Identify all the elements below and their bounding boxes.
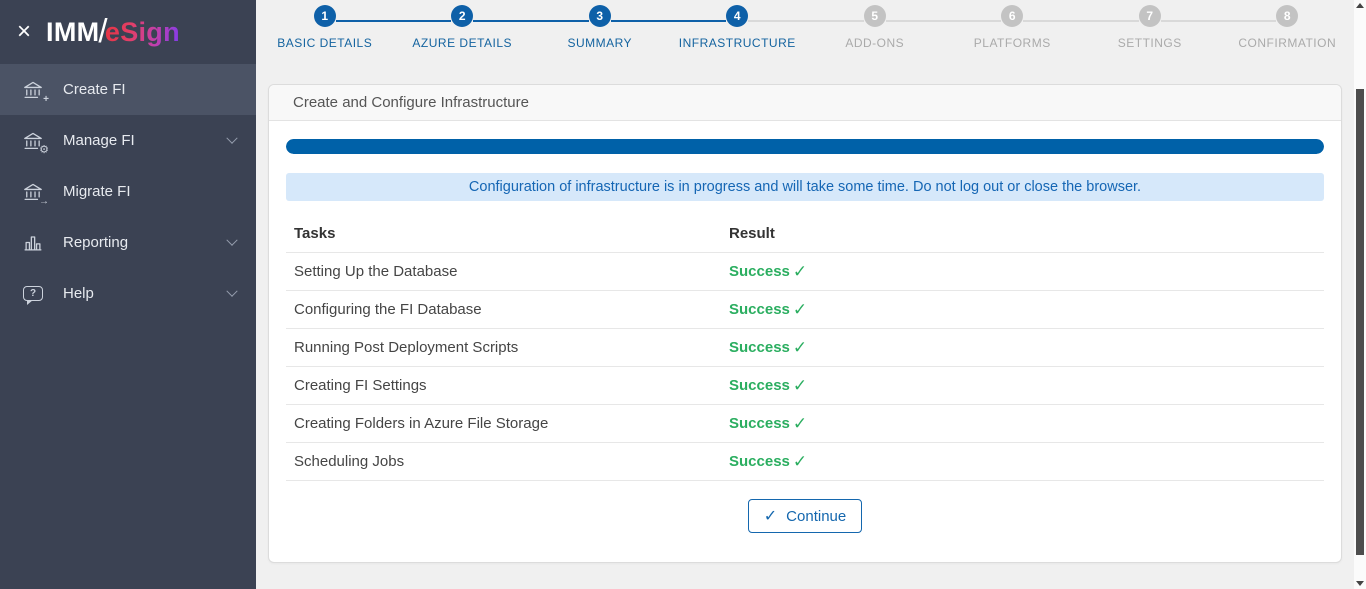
result-column-header: Result xyxy=(729,225,775,242)
card-body: Configuration of infrastructure is in pr… xyxy=(269,121,1341,533)
step-number: 3 xyxy=(588,5,611,27)
table-row: Configuring the FI Database Success ✓ xyxy=(286,291,1324,329)
table-row: Running Post Deployment Scripts Success ✓ xyxy=(286,329,1324,367)
help-bubble-icon: ? xyxy=(21,282,45,306)
sidebar: × IMM / eSign + Create FI ⚙ Manage FI xyxy=(0,0,256,589)
step-label: CONFIRMATION xyxy=(1238,36,1337,50)
scrollbar-thumb[interactable] xyxy=(1356,89,1364,555)
bank-gear-icon: ⚙ xyxy=(21,129,49,155)
result-status: Success xyxy=(729,415,790,432)
sidebar-item-manage-fi[interactable]: ⚙ Manage FI xyxy=(0,115,256,166)
tasks-table: Tasks Result Setting Up the Database Suc… xyxy=(286,215,1324,481)
check-icon: ✓ xyxy=(763,508,778,525)
sidebar-item-create-fi[interactable]: + Create FI xyxy=(0,64,256,115)
tasks-column-header: Tasks xyxy=(294,225,336,242)
infrastructure-card: Create and Configure Infrastructure Conf… xyxy=(268,84,1342,563)
logo-esign: eSign xyxy=(104,16,180,47)
progress-bar xyxy=(286,139,1324,154)
vertical-scrollbar xyxy=(1354,0,1366,589)
check-icon: ✓ xyxy=(792,299,808,319)
sidebar-item-label: Manage FI xyxy=(63,132,135,149)
step-label: BASIC DETAILS xyxy=(277,36,373,50)
table-header-row: Tasks Result xyxy=(286,215,1324,253)
step-number: 6 xyxy=(1001,5,1024,27)
main-area: 1 BASIC DETAILS 2 AZURE DETAILS 3 SUMMAR… xyxy=(256,0,1366,589)
bank-arrow-icon: → xyxy=(21,180,49,206)
card-title: Create and Configure Infrastructure xyxy=(269,85,1341,121)
step-basic-details[interactable]: 1 BASIC DETAILS xyxy=(256,5,394,78)
step-label: PLATFORMS xyxy=(973,36,1051,50)
result-status: Success xyxy=(729,377,790,394)
close-menu-icon[interactable]: × xyxy=(17,18,32,45)
question-mark-icon: ? xyxy=(23,286,43,305)
result-status: Success xyxy=(729,301,790,318)
table-row: Creating Folders in Azure File Storage S… xyxy=(286,405,1324,443)
check-icon: ✓ xyxy=(792,451,808,471)
sidebar-item-label: Help xyxy=(63,285,94,302)
step-number: 1 xyxy=(313,5,336,27)
step-settings[interactable]: 7 SETTINGS xyxy=(1081,5,1219,78)
check-icon: ✓ xyxy=(792,261,808,281)
chevron-down-icon xyxy=(226,234,238,246)
scroll-up-arrow-icon[interactable] xyxy=(1356,3,1364,8)
step-number: 2 xyxy=(451,5,474,27)
sidebar-item-migrate-fi[interactable]: → Migrate FI xyxy=(0,166,256,217)
step-label: AZURE DETAILS xyxy=(412,36,513,50)
step-infrastructure[interactable]: 4 INFRASTRUCTURE xyxy=(668,5,806,78)
check-icon: ✓ xyxy=(792,337,808,357)
step-label: SUMMARY xyxy=(567,36,633,50)
sidebar-item-label: Migrate FI xyxy=(63,183,131,200)
chevron-down-icon xyxy=(226,285,238,297)
result-status: Success xyxy=(729,263,790,280)
sidebar-item-help[interactable]: ? Help xyxy=(0,268,256,319)
sidebar-item-reporting[interactable]: Reporting xyxy=(0,217,256,268)
check-icon: ✓ xyxy=(792,375,808,395)
step-label: INFRASTRUCTURE xyxy=(678,36,796,50)
bank-plus-icon: + xyxy=(21,78,49,104)
continue-button[interactable]: ✓ Continue xyxy=(747,499,863,533)
chevron-down-icon xyxy=(226,132,238,144)
step-confirmation[interactable]: 8 CONFIRMATION xyxy=(1218,5,1357,78)
step-label: ADD-ONS xyxy=(845,36,905,50)
task-name: Creating Folders in Azure File Storage xyxy=(294,415,549,432)
gear-badge-icon: ⚙ xyxy=(39,143,49,156)
sidebar-nav: + Create FI ⚙ Manage FI → Migrate FI xyxy=(0,64,256,319)
table-row: Creating FI Settings Success ✓ xyxy=(286,367,1324,405)
button-row: ✓ Continue xyxy=(286,499,1324,533)
table-row: Scheduling Jobs Success ✓ xyxy=(286,443,1324,481)
logo-imm: IMM xyxy=(46,16,100,47)
task-name: Setting Up the Database xyxy=(294,263,458,280)
check-icon: ✓ xyxy=(792,413,808,433)
step-number: 5 xyxy=(863,5,886,27)
step-add-ons[interactable]: 5 ADD-ONS xyxy=(806,5,944,78)
step-summary[interactable]: 3 SUMMARY xyxy=(531,5,669,78)
progress-bar-fill xyxy=(286,139,1324,154)
task-name: Configuring the FI Database xyxy=(294,301,482,318)
step-azure-details[interactable]: 2 AZURE DETAILS xyxy=(393,5,531,78)
sidebar-item-label: Reporting xyxy=(63,234,129,251)
app-logo: IMM / eSign xyxy=(46,12,180,51)
logo-bar: × IMM / eSign xyxy=(0,0,256,64)
logo-slash: / xyxy=(98,12,108,49)
task-name: Running Post Deployment Scripts xyxy=(294,339,519,356)
step-number: 4 xyxy=(726,5,749,27)
scroll-down-arrow-icon[interactable] xyxy=(1356,581,1364,586)
table-row: Setting Up the Database Success ✓ xyxy=(286,253,1324,291)
result-status: Success xyxy=(729,339,790,356)
step-number: 8 xyxy=(1276,5,1299,27)
step-platforms[interactable]: 6 PLATFORMS xyxy=(943,5,1081,78)
continue-button-label: Continue xyxy=(786,507,847,525)
wizard-stepper: 1 BASIC DETAILS 2 AZURE DETAILS 3 SUMMAR… xyxy=(256,0,1356,78)
bar-chart-icon xyxy=(21,231,45,255)
step-label: SETTINGS xyxy=(1117,36,1182,50)
arrow-badge-icon: → xyxy=(39,195,49,207)
task-name: Creating FI Settings xyxy=(294,377,427,394)
step-number: 7 xyxy=(1138,5,1161,27)
sidebar-item-label: Create FI xyxy=(63,81,126,98)
plus-badge-icon: + xyxy=(43,93,49,105)
info-alert: Configuration of infrastructure is in pr… xyxy=(286,173,1324,201)
result-status: Success xyxy=(729,453,790,470)
task-name: Scheduling Jobs xyxy=(294,453,405,470)
